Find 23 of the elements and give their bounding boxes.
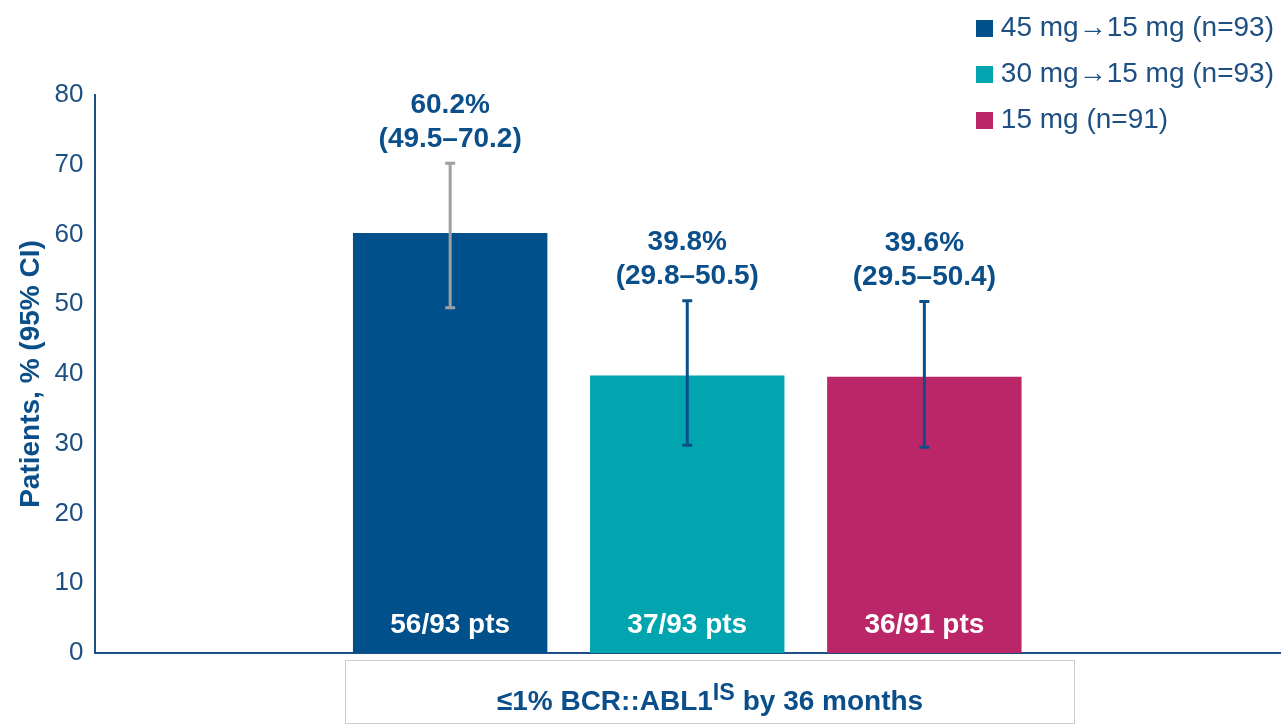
y-tick-label: 80 <box>54 78 84 109</box>
annotation: 37/93 pts <box>627 607 748 639</box>
legend-label: 45 mg→15 mg (n=93) <box>1000 11 1274 42</box>
bar <box>352 233 548 653</box>
annotation: 36/91 pts <box>864 607 985 639</box>
y-tick-label: 10 <box>54 566 84 597</box>
y-tick-label: 30 <box>54 426 84 457</box>
data-label: 39.6% (29.5–50.4) <box>852 226 996 292</box>
y-tick-label: 20 <box>54 496 84 527</box>
y-tick-label: 60 <box>54 217 84 248</box>
x-axis-title: ≤1% BCR::ABL1$^{IS}$ by 36 months <box>345 660 1075 724</box>
data-label: 60.2% (49.5–70.2) <box>378 88 522 154</box>
y-tick-label: 70 <box>54 147 84 178</box>
legend-label: 30 mg→15 mg (n=93) <box>1000 57 1274 88</box>
y-tick-label: 40 <box>54 357 84 388</box>
legend-label: 15 mg (n=91) <box>1000 103 1169 134</box>
y-tick-label: 50 <box>54 287 84 318</box>
y-axis-title: Patients, % (95% CI) <box>13 240 45 508</box>
bar <box>590 375 785 653</box>
y-tick-label: 0 <box>69 636 84 667</box>
annotation: 56/93 pts <box>390 607 511 639</box>
data-label: 39.8% (29.8–50.5) <box>615 225 759 291</box>
bar <box>827 376 1022 653</box>
